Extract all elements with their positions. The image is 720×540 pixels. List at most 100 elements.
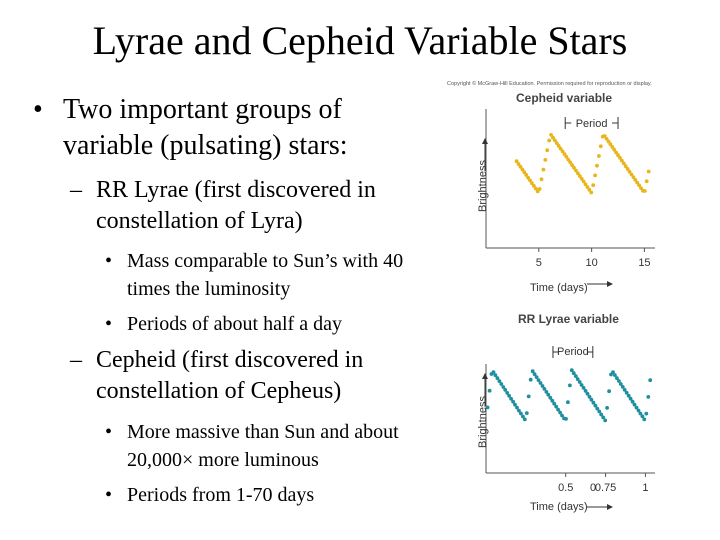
ceph-data-point bbox=[604, 136, 609, 141]
bullet-marker: • bbox=[33, 94, 43, 125]
rr-data-point bbox=[501, 385, 506, 389]
ceph-data-point bbox=[623, 164, 628, 169]
ceph-data-point bbox=[554, 141, 559, 145]
ceph-data-point bbox=[614, 150, 618, 155]
ceph-data-point bbox=[631, 175, 636, 179]
rr-lyrae-y-label: Brightness bbox=[477, 396, 489, 448]
rr-data-point bbox=[597, 409, 602, 414]
ceph-data-point bbox=[560, 149, 565, 154]
cepheid-title: Cepheid variable bbox=[516, 91, 612, 105]
rr-data-point bbox=[593, 403, 598, 408]
ceph-data-point bbox=[556, 144, 561, 148]
ceph-data-point bbox=[577, 174, 582, 178]
rr-data-point bbox=[546, 392, 551, 397]
rr-data-point bbox=[505, 391, 510, 395]
ceph-data-point bbox=[558, 146, 563, 151]
ceph-data-point bbox=[597, 154, 601, 158]
bullet-marker: • bbox=[105, 421, 113, 443]
ceph-data-point bbox=[608, 142, 613, 147]
rr-data-point bbox=[544, 390, 549, 394]
cepheid-x-label: Time (days) bbox=[530, 282, 588, 294]
ceph-data-point bbox=[591, 183, 596, 187]
ceph-data-point bbox=[547, 138, 552, 143]
rr-data-point bbox=[626, 393, 631, 398]
bullet-marker: • bbox=[105, 313, 113, 335]
rr-data-point bbox=[622, 388, 627, 392]
rr-data-point bbox=[575, 377, 580, 381]
rr-data-point bbox=[522, 417, 527, 422]
rr-data-point bbox=[517, 408, 521, 413]
ceph-data-point bbox=[639, 186, 643, 190]
cepheid-y-label: Brightness bbox=[477, 160, 489, 212]
rr-data-point bbox=[630, 399, 635, 404]
rr-data-point bbox=[573, 374, 578, 378]
rr-data-point bbox=[528, 377, 533, 382]
cepheid-period-marker: Period bbox=[564, 117, 619, 130]
rr-data-point bbox=[507, 393, 511, 398]
ceph-data-point bbox=[524, 173, 529, 177]
ceph-data-point bbox=[606, 139, 611, 144]
ceph-data-point bbox=[520, 167, 525, 172]
rr-data-point bbox=[503, 388, 508, 392]
rr-data-point bbox=[642, 417, 647, 422]
ceph-data-point bbox=[589, 190, 594, 195]
rr-tick-label: 0.75 bbox=[595, 482, 616, 494]
light-curves-figure: Copyright © McGraw-Hill Education. Permi… bbox=[447, 80, 655, 513]
ceph-data-point bbox=[642, 189, 647, 193]
rr-data-point bbox=[591, 400, 596, 405]
bullet-text: Mass comparable to Sun’s with 40 times t… bbox=[127, 250, 404, 300]
rr-lyrae-period-label: Period bbox=[557, 346, 589, 358]
ceph-data-point bbox=[635, 180, 640, 185]
rr-data-point bbox=[499, 382, 504, 386]
rr-data-point bbox=[538, 381, 543, 385]
bullet-text: More massive than Sun and about 20,000× … bbox=[127, 421, 399, 471]
bullet-cepheid-mass: • More massive than Sun and about 20,000… bbox=[105, 418, 435, 474]
bullet-cepheid: – Cepheid (first discovered in constella… bbox=[70, 345, 430, 407]
rr-data-point bbox=[521, 414, 525, 419]
rr-data-point bbox=[585, 391, 590, 396]
ceph-data-point bbox=[579, 176, 584, 181]
rr-data-point bbox=[599, 412, 604, 417]
ceph-data-point bbox=[621, 161, 626, 166]
ceph-data-point bbox=[587, 187, 592, 192]
rr-data-point bbox=[646, 395, 651, 399]
ceph-tick-label: 10 bbox=[586, 257, 598, 269]
rr-data-point bbox=[577, 380, 582, 384]
rr-data-point bbox=[595, 406, 600, 411]
ceph-data-point bbox=[564, 154, 569, 159]
ceph-data-point bbox=[633, 178, 638, 182]
ceph-tick-label: 15 bbox=[638, 257, 650, 269]
ceph-data-point bbox=[598, 144, 603, 149]
ceph-data-point bbox=[526, 175, 530, 180]
rr-data-point bbox=[487, 388, 492, 393]
ceph-data-point bbox=[562, 152, 567, 156]
ceph-data-point bbox=[574, 168, 578, 173]
ceph-data-point bbox=[543, 158, 548, 162]
rr-lyrae-chart: RR Lyrae variable Brightness Time (days)… bbox=[477, 312, 655, 513]
rr-data-point bbox=[569, 368, 574, 373]
ceph-data-point bbox=[514, 159, 519, 164]
rr-data-point bbox=[564, 417, 568, 421]
ceph-data-point bbox=[518, 164, 523, 169]
cepheid-chart: Cepheid variable Brightness Time (days) … bbox=[477, 91, 655, 294]
rr-data-point bbox=[636, 408, 641, 413]
ceph-data-point bbox=[541, 167, 546, 172]
rr-data-point bbox=[495, 376, 500, 380]
ceph-data-point bbox=[620, 158, 624, 163]
bullet-rr-mass: • Mass comparable to Sun’s with 40 times… bbox=[105, 247, 435, 303]
rr-data-point bbox=[571, 371, 576, 376]
ceph-data-point bbox=[602, 134, 607, 138]
rr-data-point bbox=[620, 385, 625, 389]
rr-data-point bbox=[560, 413, 564, 418]
ceph-data-point bbox=[612, 147, 617, 152]
rr-data-point bbox=[548, 395, 553, 400]
ceph-data-point bbox=[532, 184, 536, 188]
rr-data-point bbox=[526, 394, 531, 399]
ceph-data-point bbox=[566, 157, 571, 162]
ceph-data-point bbox=[583, 182, 588, 187]
rr-data-point bbox=[618, 382, 623, 386]
rr-data-point bbox=[607, 389, 611, 394]
ceph-data-point bbox=[644, 179, 649, 184]
ceph-data-point bbox=[570, 163, 574, 167]
rr-data-point bbox=[534, 375, 539, 379]
